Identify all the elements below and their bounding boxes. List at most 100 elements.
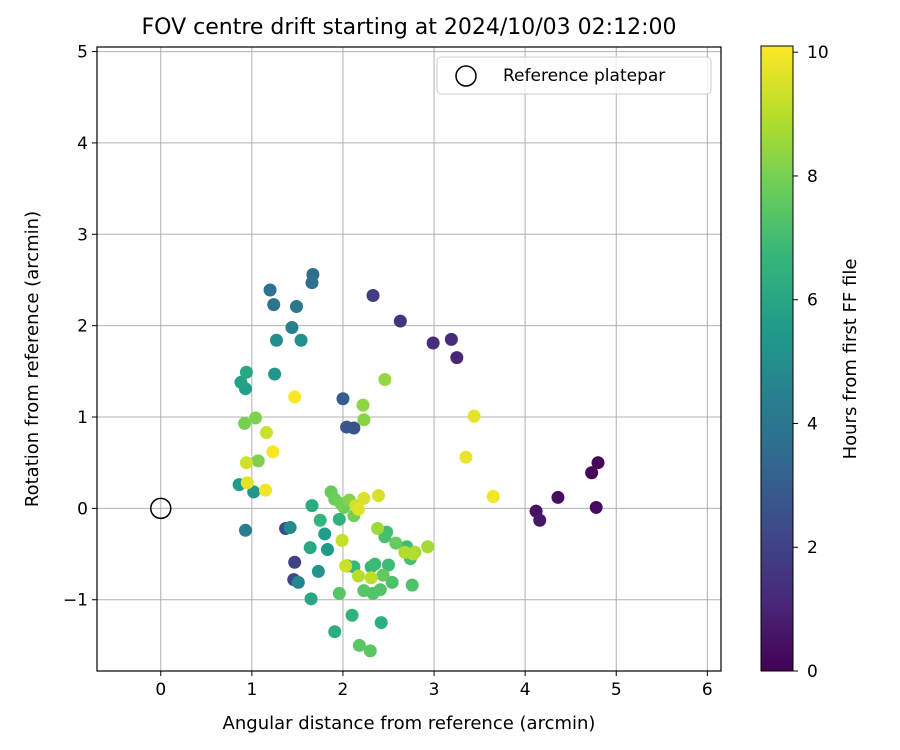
y-tick-label: 5 [77, 43, 88, 63]
scatter-point [247, 485, 261, 499]
scatter-point [378, 373, 392, 387]
scatter-point [351, 502, 365, 516]
scatter-point [339, 559, 353, 573]
scatter-point [328, 625, 342, 639]
y-tick-label: 4 [77, 134, 88, 154]
x-tick-label: 4 [520, 680, 531, 700]
scatter-point [356, 398, 370, 412]
x-tick-label: 2 [338, 680, 349, 700]
scatter-point [240, 476, 254, 490]
scatter-point [405, 578, 419, 592]
scatter-point [335, 533, 349, 547]
scatter-point [371, 521, 385, 535]
scatter-point [318, 527, 332, 541]
scatter-point [332, 512, 346, 526]
chart-title: FOV centre drift starting at 2024/10/03 … [142, 15, 677, 40]
scatter-point [311, 564, 325, 578]
scatter-point [288, 555, 302, 569]
scatter-point [345, 608, 359, 622]
reference-marker [150, 497, 172, 520]
scatter-point [450, 351, 464, 365]
scatter-point [467, 409, 481, 423]
scatter-point [283, 521, 297, 535]
scatter-point [363, 644, 377, 658]
scatter-point [374, 616, 388, 630]
x-axis-label: Angular distance from reference (arcmin) [223, 713, 596, 734]
scatter-point [385, 575, 399, 589]
y-axis-ticks: −1 0 1 2 3 4 5 [63, 43, 97, 611]
colorbar-tick-label: 0 [807, 662, 818, 682]
scatter-point [357, 584, 371, 598]
x-tick-label: 6 [702, 680, 713, 700]
scatter-point [234, 375, 248, 389]
scatter-point [351, 569, 365, 583]
scatter-point [288, 390, 302, 404]
scatter-point [267, 298, 281, 312]
x-tick-label: 3 [429, 680, 440, 700]
scatter-point [313, 513, 327, 527]
legend: Reference platepar [436, 56, 712, 95]
scatter-point [459, 450, 473, 464]
scatter-point [294, 333, 308, 347]
scatter-point [304, 592, 318, 606]
x-axis-ticks: 0 1 2 3 4 5 6 [155, 671, 713, 700]
x-tick-label: 1 [246, 680, 257, 700]
scatter-point [368, 557, 382, 571]
scatter-point [251, 454, 265, 468]
scatter-point [268, 367, 282, 381]
colorbar-tick-label: 6 [807, 291, 818, 311]
y-axis-label: Rotation from reference (arcmin) [22, 211, 43, 507]
reference-point [150, 497, 172, 520]
colorbar [760, 45, 794, 672]
scatter-point [585, 466, 599, 480]
scatter-point [269, 333, 283, 347]
scatter-point [444, 332, 458, 346]
plot-frame [96, 46, 722, 672]
scatter-point [426, 336, 440, 350]
scatter-point [352, 638, 366, 652]
scatter-point [336, 392, 350, 406]
scatter-point [421, 540, 435, 554]
scatter-point [249, 411, 263, 425]
scatter-point [266, 445, 280, 459]
legend-box [436, 56, 712, 95]
y-tick-label: −1 [63, 591, 88, 611]
scatter-point [406, 547, 420, 561]
scatter-point [357, 413, 371, 427]
scatter-point [259, 426, 273, 440]
scatter-point [389, 536, 403, 550]
scatter-point [289, 299, 303, 313]
scatter-point [291, 575, 305, 589]
colorbar-tick-label: 4 [807, 414, 818, 434]
colorbar-tick-label: 2 [807, 538, 818, 558]
scatter-point [340, 420, 354, 434]
x-tick-label: 0 [155, 680, 166, 700]
scatter-point [320, 542, 334, 556]
scatter-point [366, 289, 380, 303]
scatter-point [393, 314, 407, 328]
y-tick-label: 2 [77, 317, 88, 337]
scatter-point [357, 491, 371, 505]
scatter-point [238, 416, 252, 430]
scatter-point [238, 523, 252, 537]
scatter-point [285, 320, 299, 334]
colorbar-tick-label: 8 [807, 167, 818, 187]
scatter-point [259, 483, 273, 497]
legend-marker [455, 65, 477, 87]
scatter-point [332, 586, 346, 600]
scatter-point [303, 541, 317, 555]
colorbar-tick-label: 10 [807, 43, 829, 63]
scatter-point [364, 571, 378, 585]
colorbar-ticks: 0 2 4 6 8 10 [793, 43, 829, 682]
scatter-point [591, 456, 605, 470]
y-tick-label: 1 [77, 408, 88, 428]
x-tick-label: 5 [611, 680, 622, 700]
scatter-points [232, 267, 605, 658]
scatter-point [551, 490, 565, 504]
scatter-point [486, 489, 500, 503]
scatter-point [533, 513, 547, 527]
y-tick-label: 3 [77, 225, 88, 245]
scatter-point [382, 558, 396, 572]
legend-label: Reference platepar [503, 66, 665, 86]
